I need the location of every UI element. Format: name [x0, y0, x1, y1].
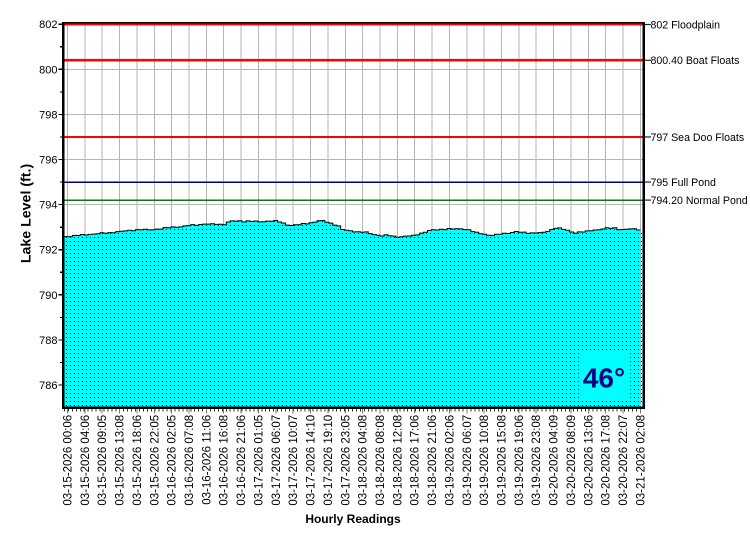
svg-text:03-19-2026 15:08: 03-19-2026 15:08 [497, 415, 509, 506]
svg-text:03-19-2026 10:08: 03-19-2026 10:08 [479, 415, 491, 506]
svg-text:792: 792 [39, 245, 57, 257]
svg-text:797 Sea Doo Floats: 797 Sea Doo Floats [651, 132, 745, 144]
svg-text:03-17-2026 01:05: 03-17-2026 01:05 [253, 415, 265, 506]
svg-text:03-15-2026 09:05: 03-15-2026 09:05 [97, 415, 109, 506]
svg-text:03-20-2026 08:09: 03-20-2026 08:09 [566, 415, 578, 506]
svg-text:03-16-2026 11:06: 03-16-2026 11:06 [201, 415, 213, 505]
svg-text:03-19-2026 02:06: 03-19-2026 02:06 [444, 415, 456, 506]
svg-text:800.40 Boat Floats: 800.40 Boat Floats [651, 55, 740, 67]
svg-text:802: 802 [39, 19, 57, 31]
svg-text:03-15-2026 18:06: 03-15-2026 18:06 [132, 415, 144, 506]
svg-text:46°: 46° [583, 363, 625, 394]
svg-text:03-17-2026 14:10: 03-17-2026 14:10 [306, 415, 318, 506]
svg-text:788: 788 [39, 335, 57, 347]
svg-text:03-20-2026 22:07: 03-20-2026 22:07 [618, 415, 630, 506]
svg-text:03-15-2026 13:08: 03-15-2026 13:08 [115, 415, 127, 506]
svg-text:03-18-2026 17:06: 03-18-2026 17:06 [410, 415, 422, 506]
svg-text:03-18-2026 21:06: 03-18-2026 21:06 [427, 415, 439, 506]
svg-text:790: 790 [39, 290, 57, 302]
svg-text:03-18-2026 08:08: 03-18-2026 08:08 [375, 415, 387, 506]
svg-text:03-16-2026 02:05: 03-16-2026 02:05 [167, 415, 179, 506]
svg-text:Lake Level (ft.): Lake Level (ft.) [19, 164, 35, 264]
svg-text:03-20-2026 13:06: 03-20-2026 13:06 [583, 415, 595, 506]
svg-text:03-17-2026 06:07: 03-17-2026 06:07 [271, 415, 283, 506]
svg-text:03-17-2026 10:07: 03-17-2026 10:07 [288, 415, 300, 506]
svg-text:794.20 Normal Pond: 794.20 Normal Pond [651, 195, 748, 207]
svg-text:03-17-2026 23:05: 03-17-2026 23:05 [340, 415, 352, 506]
svg-text:03-16-2026 16:08: 03-16-2026 16:08 [219, 415, 231, 506]
svg-text:03-20-2026 17:08: 03-20-2026 17:08 [601, 415, 613, 506]
svg-text:03-18-2026 04:08: 03-18-2026 04:08 [358, 415, 370, 506]
svg-text:798: 798 [39, 109, 57, 121]
svg-text:796: 796 [39, 155, 57, 167]
svg-text:03-16-2026 07:08: 03-16-2026 07:08 [184, 415, 196, 506]
svg-text:03-18-2026 12:08: 03-18-2026 12:08 [392, 415, 404, 506]
svg-text:802 Floodplain: 802 Floodplain [651, 19, 721, 31]
svg-text:800: 800 [39, 64, 57, 76]
svg-text:03-21-2026 02:08: 03-21-2026 02:08 [635, 415, 647, 506]
svg-text:03-19-2026 23:08: 03-19-2026 23:08 [531, 415, 543, 506]
svg-text:795 Full Pond: 795 Full Pond [651, 177, 716, 189]
svg-text:03-17-2026 19:10: 03-17-2026 19:10 [323, 415, 335, 506]
svg-text:03-19-2026 19:06: 03-19-2026 19:06 [514, 415, 526, 506]
svg-text:03-15-2026 04:06: 03-15-2026 04:06 [80, 415, 92, 506]
svg-text:03-15-2026 22:05: 03-15-2026 22:05 [149, 415, 161, 506]
svg-text:03-19-2026 06:07: 03-19-2026 06:07 [462, 415, 474, 506]
svg-text:03-20-2026 04:09: 03-20-2026 04:09 [549, 415, 561, 506]
svg-text:03-16-2026 21:06: 03-16-2026 21:06 [236, 415, 248, 506]
svg-text:03-15-2026 00:06: 03-15-2026 00:06 [63, 415, 75, 506]
svg-text:794: 794 [39, 200, 57, 212]
svg-text:786: 786 [39, 380, 57, 392]
svg-text:Hourly Readings: Hourly Readings [305, 512, 401, 526]
